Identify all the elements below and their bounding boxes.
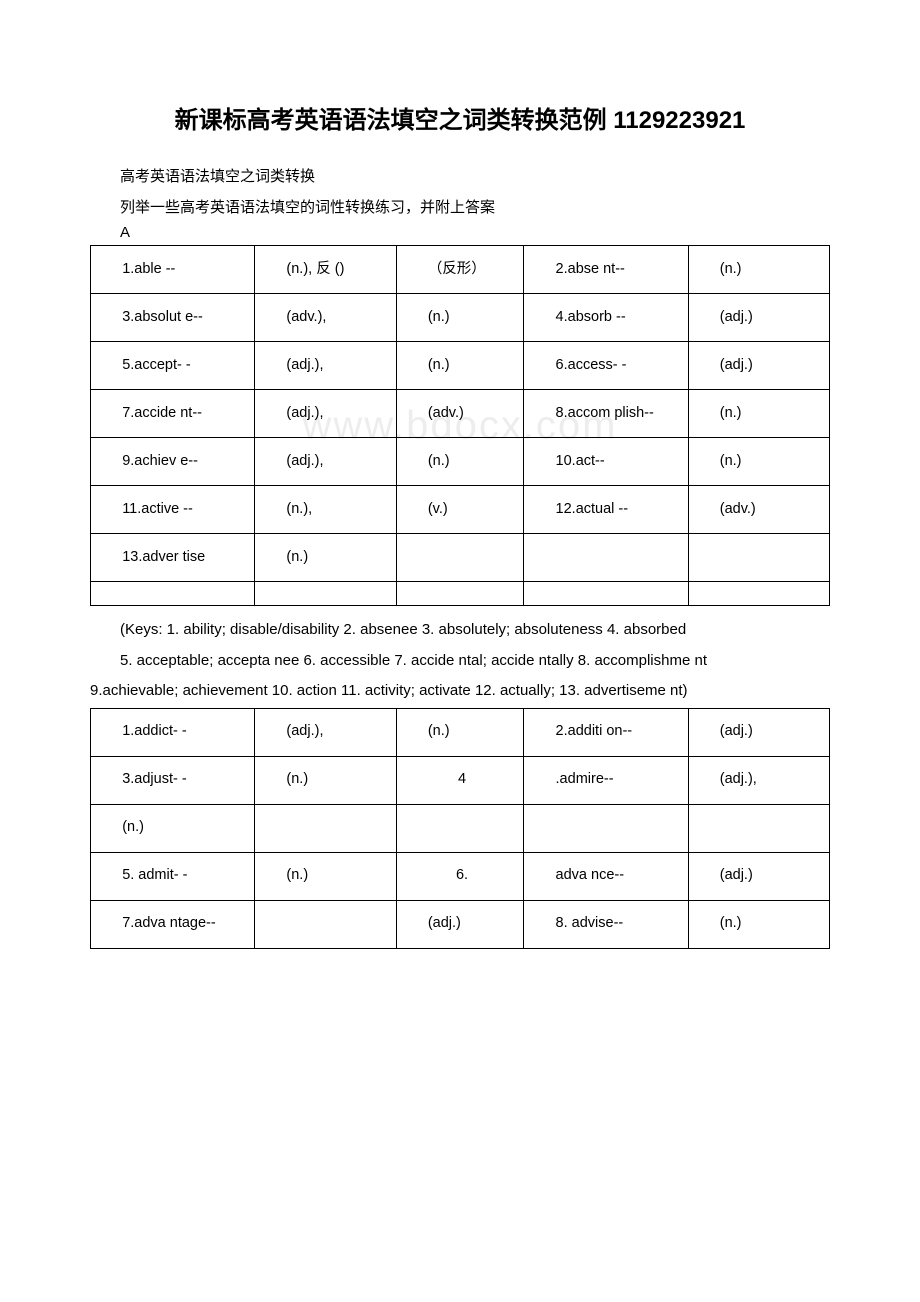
vocab-table-2: 1.addict- -(adj.),(n.)2.additi on--(adj.…	[90, 708, 830, 949]
table-cell: (n.)	[255, 534, 396, 582]
table-cell	[255, 900, 396, 948]
table-cell	[255, 582, 396, 606]
table-cell: 11.active --	[91, 486, 255, 534]
vocab-table-1: 1.able --(n.), 反 ()（反形）2.abse nt--(n.)3.…	[90, 245, 830, 606]
section-letter: A	[90, 224, 830, 241]
table-cell: (adj.),	[255, 390, 396, 438]
table-cell: 1.addict- -	[91, 708, 255, 756]
table-cell: (adj.)	[688, 342, 829, 390]
table-cell: 12.actual --	[524, 486, 688, 534]
table-cell: (adj.),	[255, 438, 396, 486]
table-cell: 2.additi on--	[524, 708, 688, 756]
table-cell: (n.)	[396, 708, 524, 756]
table-row: 11.active --(n.),(v.)12.actual --(adv.)	[91, 486, 830, 534]
table-cell: (n.)	[91, 804, 255, 852]
keys-line-3: 9.achievable; achievement 10. action 11.…	[90, 677, 830, 706]
table-cell	[91, 582, 255, 606]
table-cell: 4.absorb --	[524, 294, 688, 342]
table-row: 5.accept- -(adj.),(n.)6.access- -(adj.)	[91, 342, 830, 390]
table-row: 9.achiev e--(adj.),(n.)10.act--(n.)	[91, 438, 830, 486]
table-cell: (n.), 反 ()	[255, 246, 396, 294]
table-cell: (adj.),	[255, 342, 396, 390]
table-cell: 8.accom plish--	[524, 390, 688, 438]
table-cell: (adj.)	[688, 852, 829, 900]
table-row: 5. admit- -(n.)6.adva nce--(adj.)	[91, 852, 830, 900]
table-cell: (n.)	[688, 438, 829, 486]
table-cell	[396, 582, 524, 606]
table-cell	[524, 804, 688, 852]
table-cell: (n.)	[688, 390, 829, 438]
table-cell	[396, 804, 524, 852]
table-cell: （反形）	[396, 246, 524, 294]
keys-line-2: 5. acceptable; accepta nee 6. accessible…	[90, 647, 830, 676]
table-cell: 6.access- -	[524, 342, 688, 390]
table-row: 3.absolut e--(adv.),(n.)4.absorb --(adj.…	[91, 294, 830, 342]
table-cell: (n.)	[396, 294, 524, 342]
table-cell: (adj.)	[396, 900, 524, 948]
table-cell: (n.)	[396, 342, 524, 390]
table-cell: 4	[396, 756, 524, 804]
table-row: 3.adjust- -(n.)4.admire--(adj.),	[91, 756, 830, 804]
table-cell: (n.)	[688, 900, 829, 948]
table-cell: 1.able --	[91, 246, 255, 294]
intro-line-2: 列举一些高考英语语法填空的词性转换练习，并附上答案	[90, 194, 830, 223]
table-cell: (adj.),	[255, 708, 396, 756]
table-row: 13.adver tise(n.)	[91, 534, 830, 582]
table-cell: .admire--	[524, 756, 688, 804]
table-cell: 8. advise--	[524, 900, 688, 948]
table-cell: 7.adva ntage--	[91, 900, 255, 948]
table-cell: (n.),	[255, 486, 396, 534]
table-cell	[688, 582, 829, 606]
table-cell: 9.achiev e--	[91, 438, 255, 486]
table-row: (n.)	[91, 804, 830, 852]
table-row	[91, 582, 830, 606]
table-row: 1.able --(n.), 反 ()（反形）2.abse nt--(n.)	[91, 246, 830, 294]
table-cell: (adv.),	[255, 294, 396, 342]
table-cell	[396, 534, 524, 582]
table-cell: (n.)	[255, 852, 396, 900]
table-cell: (adv.)	[688, 486, 829, 534]
table-cell: (adv.)	[396, 390, 524, 438]
table-cell: (n.)	[255, 756, 396, 804]
table-cell: 3.adjust- -	[91, 756, 255, 804]
keys-line-1: (Keys: 1. ability; disable/disability 2.…	[90, 616, 830, 645]
table-cell: 13.adver tise	[91, 534, 255, 582]
table-cell: 7.accide nt--	[91, 390, 255, 438]
table-cell: (adj.)	[688, 294, 829, 342]
table-cell	[688, 534, 829, 582]
table-cell	[524, 582, 688, 606]
table-cell: (adj.),	[688, 756, 829, 804]
table-row: 1.addict- -(adj.),(n.)2.additi on--(adj.…	[91, 708, 830, 756]
table-cell: (n.)	[396, 438, 524, 486]
table-cell: (adj.)	[688, 708, 829, 756]
table-cell	[524, 534, 688, 582]
table-row: 7.accide nt--(adj.),(adv.)8.accom plish-…	[91, 390, 830, 438]
table-cell: 6.	[396, 852, 524, 900]
table-cell: 10.act--	[524, 438, 688, 486]
table-cell: 5. admit- -	[91, 852, 255, 900]
table-cell: 2.abse nt--	[524, 246, 688, 294]
page-title: 新课标高考英语语法填空之词类转换范例 1129223921	[90, 100, 830, 135]
table-cell: adva nce--	[524, 852, 688, 900]
table-cell	[255, 804, 396, 852]
table-cell: 3.absolut e--	[91, 294, 255, 342]
table-row: 7.adva ntage-- (adj.)8. advise--(n.)	[91, 900, 830, 948]
table-cell: (v.)	[396, 486, 524, 534]
table-cell: (n.)	[688, 246, 829, 294]
intro-line-1: 高考英语语法填空之词类转换	[90, 163, 830, 192]
table-cell	[688, 804, 829, 852]
table-cell: 5.accept- -	[91, 342, 255, 390]
